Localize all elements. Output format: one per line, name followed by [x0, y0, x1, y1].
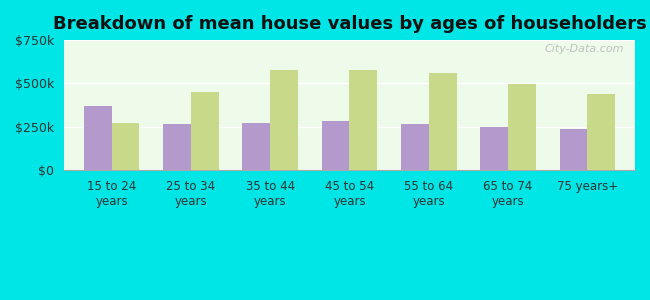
Bar: [588, 94, 615, 170]
Text: City-Data.com: City-Data.com: [544, 44, 623, 54]
Bar: [322, 121, 350, 170]
Bar: [401, 124, 429, 170]
Bar: [508, 84, 536, 170]
Bar: [560, 129, 588, 170]
Bar: [429, 73, 456, 170]
Bar: [270, 70, 298, 170]
Bar: [480, 127, 508, 170]
Bar: [112, 122, 139, 170]
Bar: [242, 122, 270, 170]
Bar: [84, 106, 112, 170]
Bar: [350, 70, 377, 170]
Bar: [191, 92, 218, 170]
Bar: [163, 124, 191, 170]
Legend: : [343, 206, 356, 219]
Title: Breakdown of mean house values by ages of householders: Breakdown of mean house values by ages o…: [53, 15, 646, 33]
